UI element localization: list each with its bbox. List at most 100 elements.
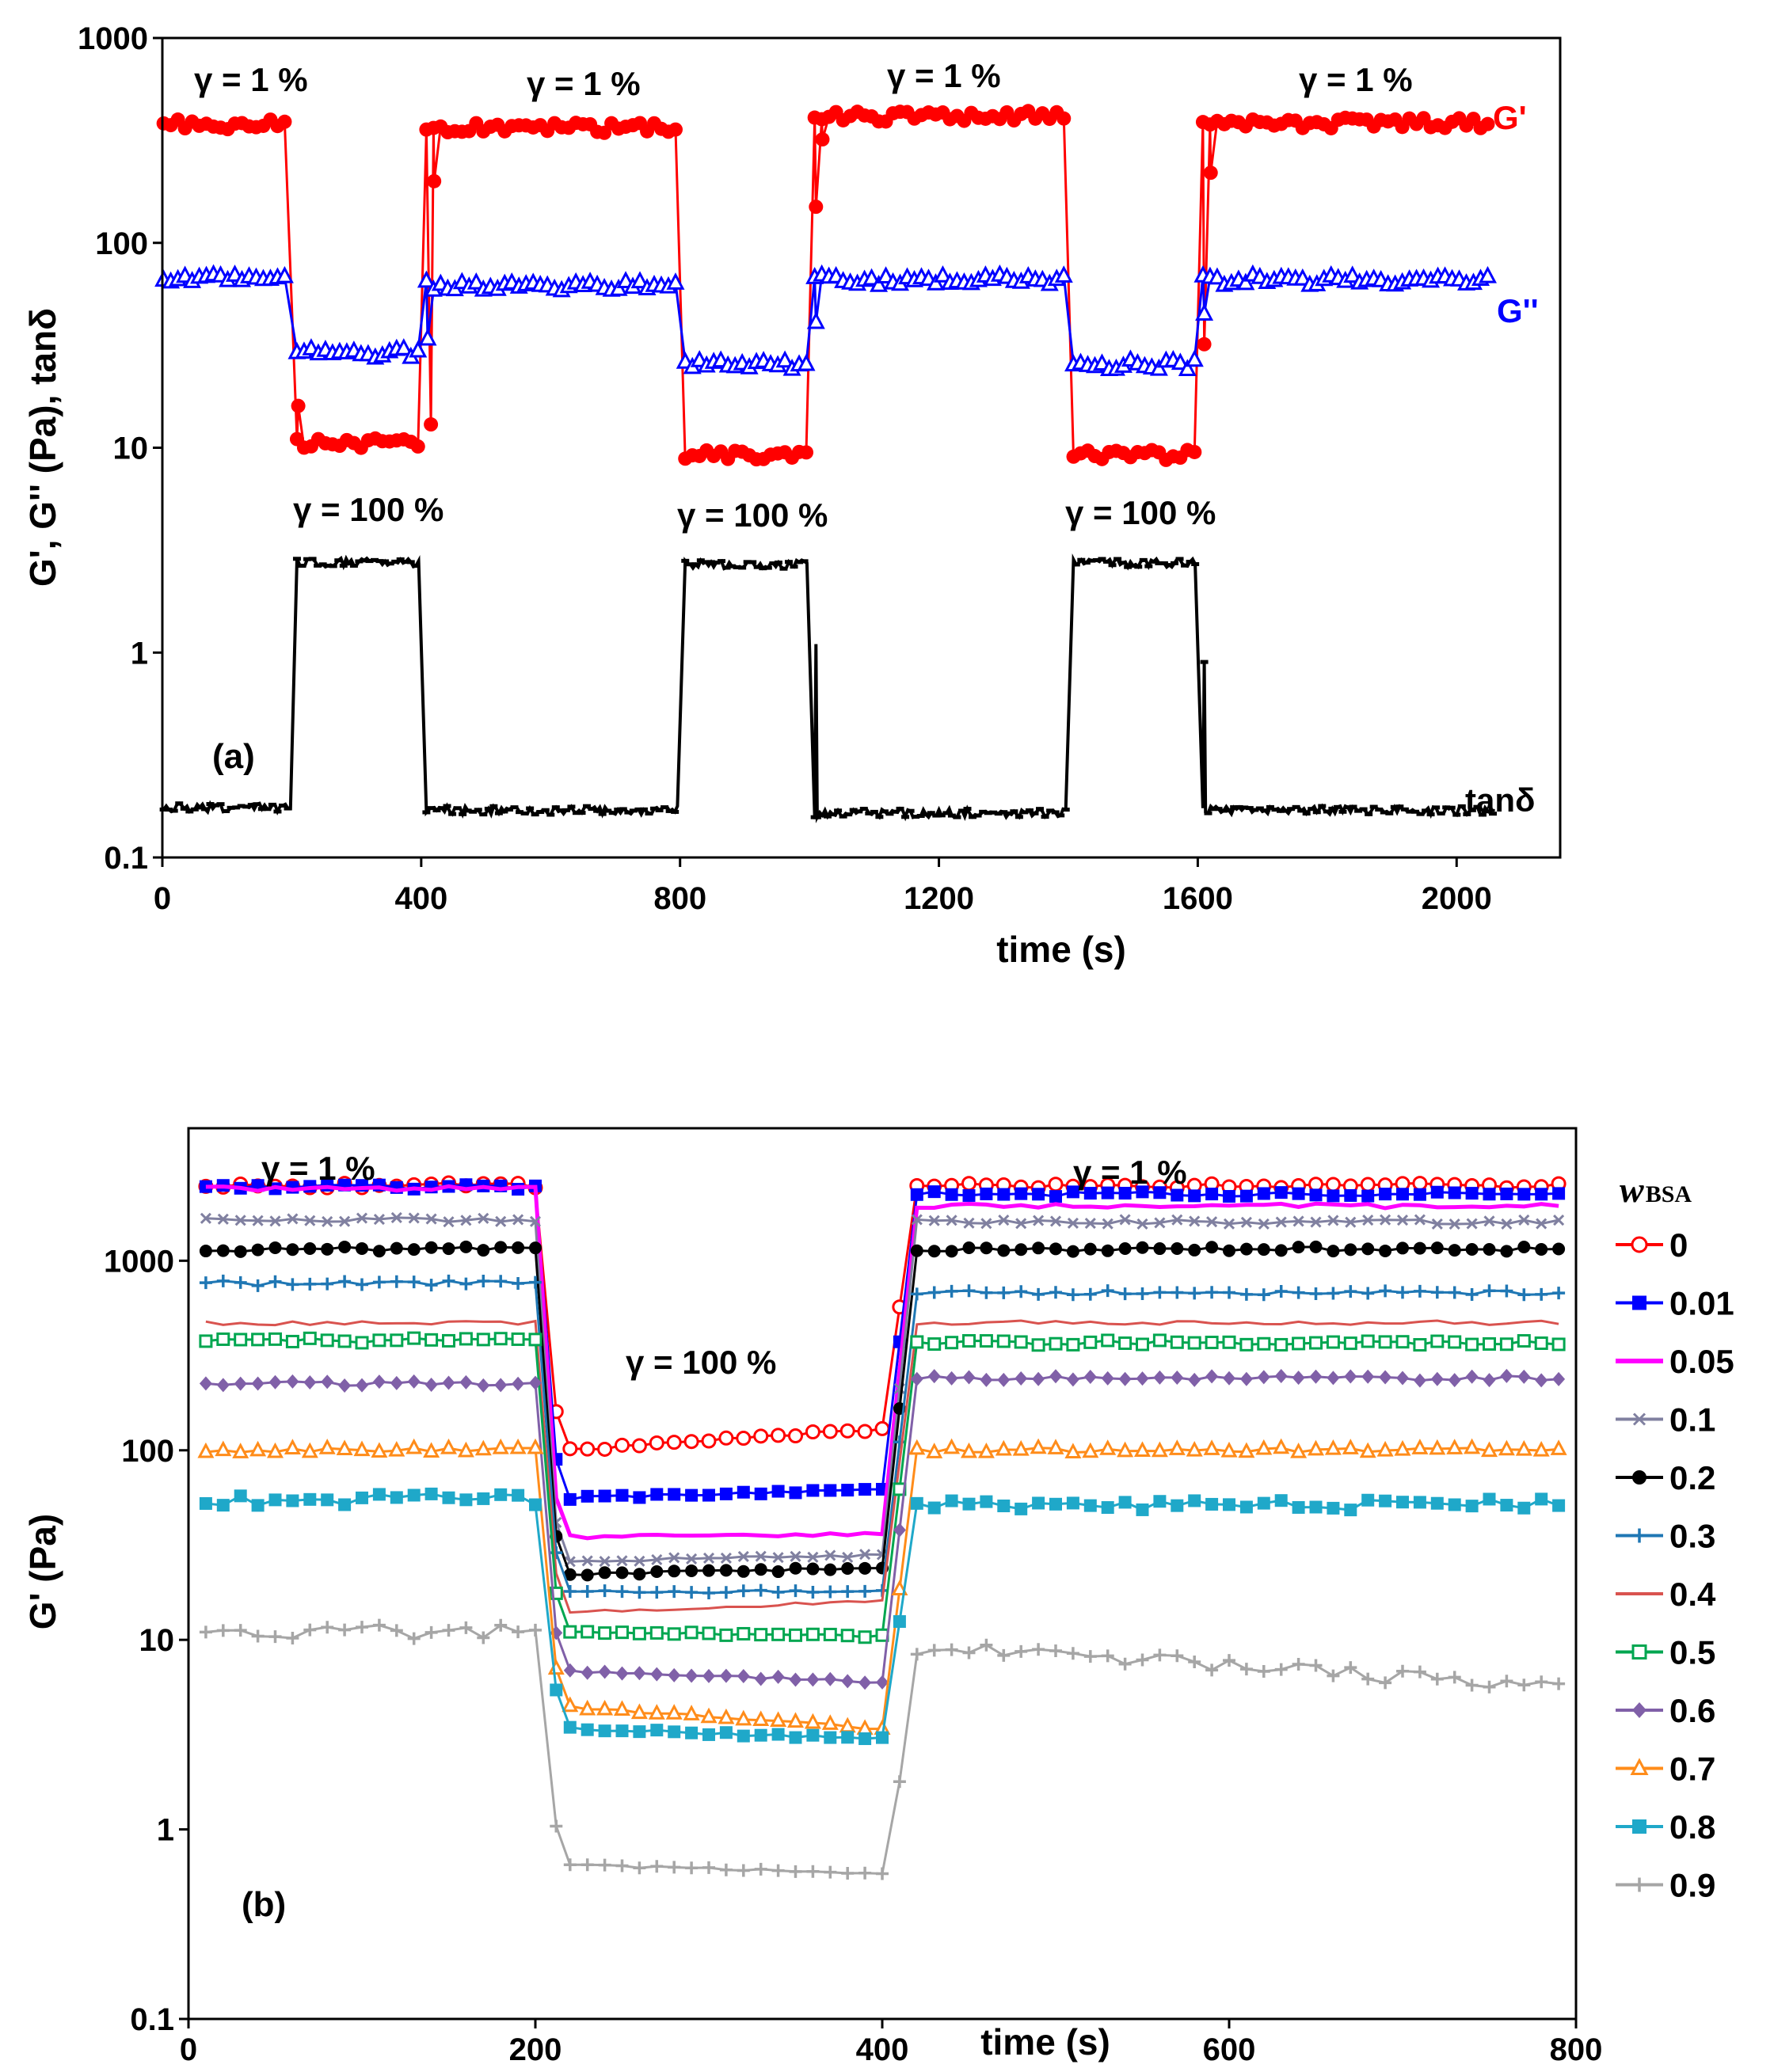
- data-point: [550, 1683, 563, 1697]
- legend-marker: [1632, 1412, 1646, 1426]
- data-point: [1465, 1288, 1479, 1302]
- data-point: [770, 1711, 787, 1728]
- data-point: [442, 1491, 455, 1504]
- data-point: [945, 1188, 958, 1201]
- y-tick-label: 1: [131, 636, 148, 671]
- data-point: [1448, 1335, 1462, 1349]
- data-point: [1197, 336, 1212, 352]
- legend-entry-0-8: 0.8: [1616, 1808, 1715, 1846]
- data-point: [1275, 1216, 1287, 1228]
- data-point: [286, 1243, 299, 1257]
- data-point: [806, 1562, 820, 1576]
- data-point: [1012, 1439, 1030, 1456]
- data-point: [1257, 1496, 1270, 1510]
- data-point: [633, 1861, 646, 1875]
- data-point: [650, 1724, 664, 1737]
- data-point: [1345, 1216, 1357, 1228]
- data-point: [321, 1242, 334, 1256]
- data-point: [494, 1275, 508, 1288]
- data-point: [1101, 1333, 1115, 1348]
- data-point: [338, 1378, 352, 1393]
- data-point: [667, 1627, 681, 1641]
- data-point: [858, 1630, 872, 1644]
- data-point: [1064, 1443, 1082, 1459]
- x-tick-label: 1200: [904, 881, 974, 916]
- data-point: [876, 1675, 889, 1690]
- data-point: [1118, 1496, 1132, 1509]
- data-point: [200, 1212, 211, 1224]
- data-point: [858, 1561, 872, 1575]
- data-point: [1378, 1335, 1392, 1349]
- x-tick-label: 400: [856, 2032, 909, 2067]
- data-point: [252, 1215, 264, 1226]
- panel-a-series-label-g-prime: G': [1493, 99, 1527, 136]
- data-point: [1292, 1371, 1305, 1386]
- x-tick-label: 400: [394, 881, 447, 916]
- data-point: [1136, 1218, 1148, 1230]
- panel-b-annotation-strain-2: γ = 100 %: [626, 1344, 776, 1381]
- data-point: [1327, 1189, 1340, 1203]
- data-point: [893, 1523, 906, 1538]
- data-point: [1517, 1679, 1531, 1692]
- data-point: [615, 1666, 629, 1681]
- data-point: [737, 1729, 750, 1743]
- data-point: [1464, 1438, 1481, 1454]
- data-point: [737, 1564, 750, 1578]
- panel-a-annotation-strain-2: γ = 1 %: [527, 65, 641, 102]
- data-point: [1535, 1188, 1548, 1201]
- data-point: [1083, 1242, 1097, 1256]
- data-point: [876, 1731, 889, 1744]
- data-point: [1136, 1241, 1149, 1254]
- data-point: [1327, 1501, 1340, 1515]
- series-wbsa-0-7: [197, 1438, 1567, 1736]
- data-point: [512, 1241, 525, 1254]
- data-point: [1362, 1214, 1374, 1226]
- data-point: [1223, 1286, 1235, 1299]
- data-point: [702, 1488, 715, 1502]
- data-point: [1171, 352, 1190, 371]
- data-point: [615, 1724, 629, 1738]
- data-point: [356, 1491, 368, 1504]
- data-point: [1413, 1496, 1426, 1509]
- data-point: [1292, 1286, 1305, 1299]
- data-point: [563, 1720, 577, 1734]
- data-point: [927, 1644, 941, 1657]
- data-point: [1136, 1371, 1149, 1386]
- legend-marker: [1632, 1819, 1646, 1834]
- data-point: [910, 1188, 923, 1201]
- data-point: [321, 1493, 334, 1507]
- data-point: [1293, 268, 1312, 286]
- data-point: [926, 1443, 943, 1458]
- data-point: [509, 1438, 527, 1454]
- data-point: [303, 1492, 317, 1506]
- data-point: [615, 1488, 629, 1502]
- data-point: [1101, 1501, 1114, 1515]
- series-g-double-prime: [154, 264, 1497, 377]
- data-point: [806, 1865, 820, 1878]
- data-point: [1223, 1654, 1235, 1667]
- data-point: [1552, 1242, 1566, 1256]
- x-tick-label: 800: [653, 881, 706, 916]
- data-point: [961, 1176, 976, 1192]
- data-point: [1396, 1214, 1409, 1226]
- data-point: [1066, 1288, 1079, 1302]
- data-point: [737, 1584, 750, 1598]
- data-point: [562, 1441, 578, 1457]
- data-point: [424, 1333, 439, 1347]
- data-point: [1257, 1187, 1270, 1200]
- data-point: [908, 1439, 926, 1455]
- data-point: [563, 1858, 577, 1872]
- data-point: [1220, 1441, 1238, 1458]
- data-point: [321, 1374, 334, 1390]
- data-point: [407, 1276, 421, 1289]
- data-point: [407, 1632, 421, 1645]
- data-point: [251, 1333, 265, 1347]
- data-point: [1517, 1334, 1531, 1348]
- data-point: [1171, 1370, 1184, 1385]
- data-point: [390, 1375, 403, 1390]
- data-point: [286, 1494, 299, 1507]
- data-point: [442, 1375, 455, 1390]
- data-point: [650, 1667, 664, 1682]
- data-point: [668, 122, 683, 137]
- series-wbsa-0-8: [199, 1487, 1566, 1746]
